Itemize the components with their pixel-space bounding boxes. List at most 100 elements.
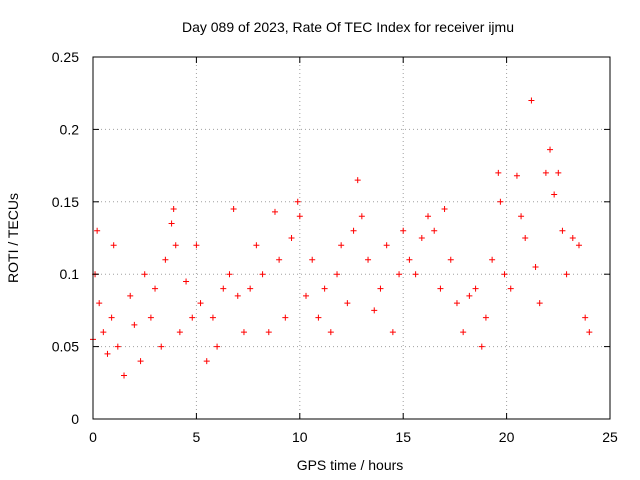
y-tick-label: 0 [71,411,79,427]
x-tick-label: 0 [89,429,97,445]
data-point [551,191,558,198]
data-point [334,271,341,278]
data-point [513,172,520,179]
data-point [441,206,448,213]
data-point [315,314,322,321]
data-point [253,242,260,249]
data-point [193,242,200,249]
data-point [431,227,438,234]
data-point [127,292,134,299]
data-point [472,285,479,292]
data-point [489,256,496,263]
data-point [108,314,115,321]
x-tick-label: 10 [292,429,308,445]
data-point [547,146,554,153]
data-point [586,329,593,336]
y-tick-label: 0.2 [60,121,80,137]
data-point [96,300,103,307]
data-point [170,206,177,213]
data-point [532,263,539,270]
data-point [354,177,361,184]
data-point [176,329,183,336]
data-point [100,329,107,336]
data-point [582,314,589,321]
data-point [303,292,310,299]
data-point [259,271,266,278]
x-tick-label: 20 [499,429,515,445]
data-point [371,307,378,314]
data-point [406,256,413,263]
data-point [147,314,154,321]
data-point [321,285,328,292]
data-point [276,256,283,263]
data-point [536,300,543,307]
data-point [158,343,165,350]
x-tick-label: 5 [193,429,201,445]
data-point [569,235,576,241]
data-point [350,227,357,234]
data-point [282,314,289,321]
data-point [344,300,351,307]
data-point [110,242,117,249]
data-point [94,227,101,234]
data-point [296,213,303,220]
data-point [365,256,372,263]
x-tick-label: 15 [395,429,411,445]
data-point [226,271,233,278]
data-point [172,242,179,249]
x-tick-label: 25 [602,429,618,445]
data-point [294,198,301,205]
data-points [90,97,593,379]
data-point [437,285,444,292]
data-point [203,358,210,365]
x-axis-label: GPS time / hours [297,457,404,473]
y-axis-label: ROTI / TECUs [5,193,21,283]
data-point [247,285,254,292]
data-point [141,271,148,278]
data-point [528,97,535,104]
data-point [338,242,345,249]
data-point [425,213,432,220]
data-point [460,329,467,336]
data-point [121,372,128,379]
data-point [240,329,247,336]
data-point [358,213,365,220]
data-point [168,220,175,227]
data-point [309,256,316,263]
y-axis-ticks: 0 0.05 0.1 0.15 0.2 0.25 [52,49,610,427]
data-point [137,358,144,365]
data-point [209,314,216,321]
data-point [389,329,396,336]
data-point [497,198,504,205]
data-point [131,321,138,328]
data-point [518,213,525,220]
y-tick-label: 0.15 [52,194,79,210]
data-point [189,314,196,321]
data-point [114,343,121,350]
data-point [104,350,111,357]
data-point [271,208,278,215]
x-axis-ticks: 0 5 10 15 20 25 [89,57,618,445]
data-point [396,271,403,278]
data-point [478,343,485,350]
data-point [501,271,508,278]
y-tick-label: 0.05 [52,339,79,355]
data-point [400,227,407,234]
data-point [482,314,489,321]
data-point [453,300,460,307]
data-point [383,242,390,249]
data-point [152,285,159,292]
data-point [412,271,419,278]
data-point [447,256,454,263]
data-point [522,235,529,241]
y-tick-label: 0.1 [60,266,80,282]
chart-title: Day 089 of 2023, Rate Of TEC Index for r… [182,19,514,35]
data-point [563,271,570,278]
data-point [162,256,169,263]
data-point [555,169,562,176]
data-point [327,329,334,336]
data-point [214,343,221,350]
data-point [495,169,502,176]
data-point [265,329,272,336]
